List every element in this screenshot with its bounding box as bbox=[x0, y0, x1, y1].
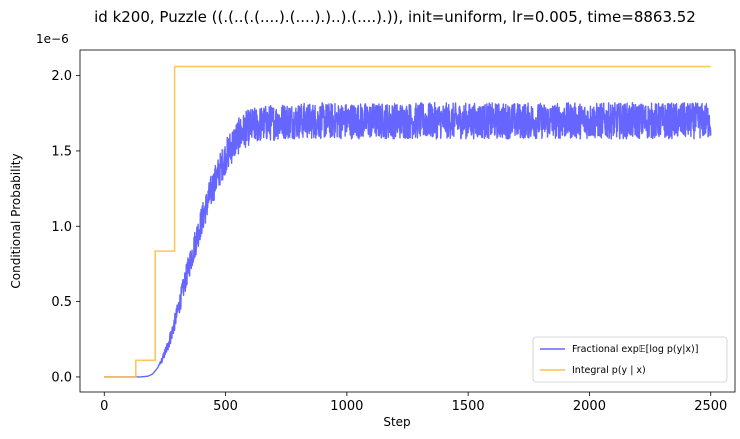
y-tick-label: 1.0 bbox=[51, 220, 72, 235]
series-line-integral bbox=[104, 65, 711, 378]
y-axis-label: Conditional Probability bbox=[9, 153, 23, 288]
y-offset-label: 1e−6 bbox=[36, 32, 69, 46]
x-tick-label: 2500 bbox=[694, 399, 727, 414]
x-tick-label: 500 bbox=[213, 399, 238, 414]
x-tick-label: 1500 bbox=[452, 399, 485, 414]
x-tick-label: 1000 bbox=[330, 399, 363, 414]
legend-label-fractional: Fractional exp𝔼[log p(y|x)] bbox=[572, 344, 698, 355]
legend-box bbox=[532, 336, 728, 383]
legend-label-integral: Integral p(y | x) bbox=[572, 365, 646, 376]
y-tick-label: 0.5 bbox=[51, 295, 72, 310]
x-tick-label: 2000 bbox=[573, 399, 606, 414]
y-axis: 0.0 0.5 1.0 1.5 2.0 bbox=[51, 69, 80, 385]
y-tick-label: 1.5 bbox=[51, 144, 72, 159]
x-tick-label: 0 bbox=[100, 399, 108, 414]
plot-area bbox=[103, 65, 712, 378]
x-axis-label: Step bbox=[383, 415, 410, 429]
chart-title: id k200, Puzzle ((.(..(.(....).(....).).… bbox=[94, 8, 696, 26]
y-tick-label: 2.0 bbox=[51, 69, 72, 84]
series-line-fractional bbox=[103, 102, 712, 378]
y-tick-label: 0.0 bbox=[51, 370, 72, 385]
legend: Fractional exp𝔼[log p(y|x)] Integral p(y… bbox=[532, 336, 728, 383]
axes-frame bbox=[79, 49, 736, 393]
x-axis: 0 500 1000 1500 2000 2500 bbox=[100, 392, 727, 414]
